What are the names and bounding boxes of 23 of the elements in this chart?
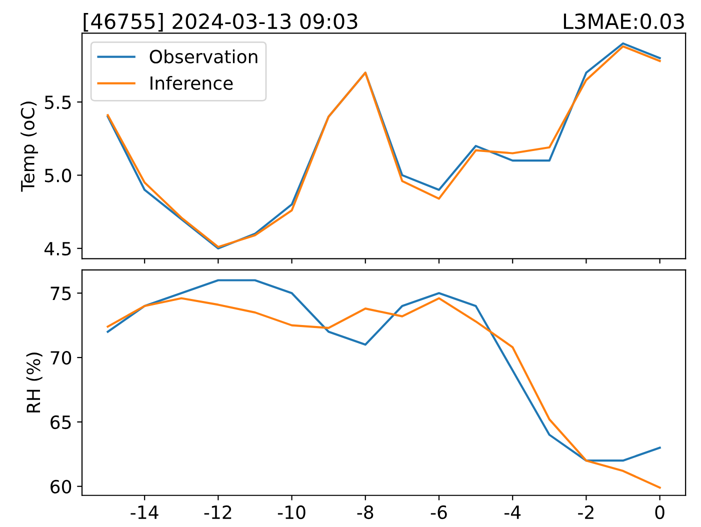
x-tick-label: 0 [655, 505, 664, 520]
y-tick-label: 75 [50, 286, 71, 300]
x-tick-label: -10 [278, 505, 306, 520]
y-tick-label: 60 [50, 480, 72, 494]
line-series [106, 279, 661, 462]
y-tick-label: 5.5 [44, 96, 71, 110]
y-axis-title: RH (%) [26, 352, 42, 412]
y-axis-title: Temp (oC) [20, 102, 38, 192]
x-tick-label: -4 [504, 506, 521, 519]
line-series [106, 297, 661, 489]
x-tick-label: -6 [430, 505, 447, 520]
y-tick-label: 65 [50, 415, 71, 430]
y-tick-label: 4.5 [44, 242, 71, 256]
legend-label: Observation [150, 49, 258, 64]
x-tick-label: -12 [204, 505, 232, 519]
chart-subtitle: L3MAE:0.03 [564, 13, 684, 30]
x-tick-label: -8 [357, 505, 374, 520]
legend-label: Inference [150, 76, 233, 90]
y-tick-label: 5.0 [44, 168, 72, 182]
x-tick-label: -14 [130, 506, 158, 519]
y-tick-label: 70 [50, 350, 72, 365]
x-tick-label: -2 [578, 505, 594, 519]
chart-title: [46755] 2024-03-13 09:03 [84, 13, 358, 32]
